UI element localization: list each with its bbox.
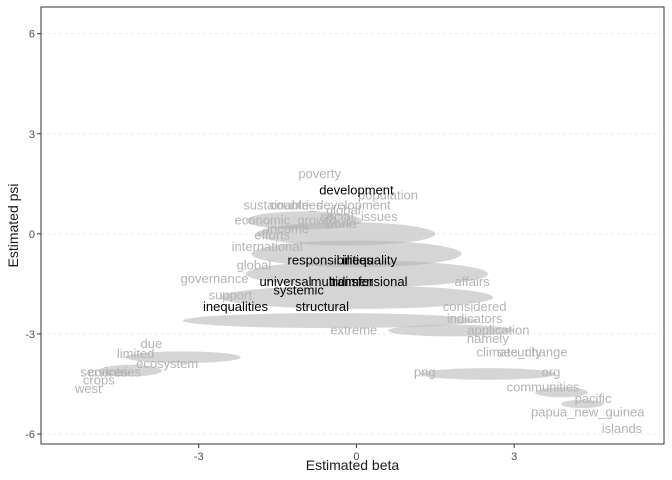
word-label: economic_growth <box>235 212 337 227</box>
highlighted-word-label: transfer <box>329 274 374 289</box>
panel-border <box>40 6 665 445</box>
y-axis-title: Estimated psi <box>5 183 21 267</box>
word-label: security <box>497 344 542 359</box>
word-label: countries <box>88 364 141 379</box>
word-label: international <box>232 239 303 254</box>
word-label: org <box>542 364 561 379</box>
word-label: population <box>358 187 418 202</box>
word-label: indicators <box>447 311 503 326</box>
word-cloud-band <box>98 211 604 409</box>
word-label: ecosystem <box>136 356 198 371</box>
word-label: services <box>80 364 128 379</box>
word-label: communities <box>507 379 580 394</box>
word-cluster <box>125 351 241 364</box>
word-label: global <box>237 258 272 273</box>
word-label: support <box>209 288 253 303</box>
x-axis-ticks: -3 0 3 <box>194 444 517 463</box>
y-tick-label: -6 <box>25 429 35 441</box>
word-cluster <box>219 285 494 309</box>
word-label: west <box>74 381 102 396</box>
word-label: governance <box>181 271 249 286</box>
word-label: extreme <box>330 323 377 338</box>
word-cluster <box>387 324 515 337</box>
word-label: islands <box>602 421 643 436</box>
word-label: world <box>324 216 356 231</box>
word-label: png <box>414 364 436 379</box>
highlighted-word-label: development <box>319 182 394 197</box>
word-label: efforts <box>254 228 290 243</box>
gridlines <box>41 33 664 435</box>
y-tick-label: 3 <box>29 129 35 141</box>
highlighted-word-label: inequality <box>342 253 397 268</box>
word-cluster <box>561 399 604 409</box>
word-cluster <box>419 368 557 380</box>
x-tick-label: -3 <box>194 451 204 463</box>
word-label: pacific <box>575 391 612 406</box>
word-label: climate_change <box>477 344 568 359</box>
background-words: poverty populationsustainable_development… <box>74 166 645 436</box>
word-label: application <box>467 323 529 338</box>
word-label: income <box>267 221 309 236</box>
word-cluster <box>256 222 436 246</box>
word-cluster <box>98 364 162 377</box>
word-label: sustainable_development <box>243 197 391 212</box>
word-label: limited <box>117 346 155 361</box>
highlighted-word-label: universal <box>259 274 311 289</box>
x-axis-title: Estimated beta <box>306 457 400 473</box>
highlighted-word-label: systemic <box>273 283 324 298</box>
highlighted-word-label: inequalities <box>203 299 269 314</box>
y-axis-ticks: -6 -3 0 3 6 <box>25 29 41 441</box>
word-label: poverty <box>298 166 341 181</box>
y-tick-label: 0 <box>29 229 35 241</box>
highlighted-word-label: structural <box>296 299 350 314</box>
word-cluster <box>246 260 488 288</box>
word-label: considered <box>443 299 507 314</box>
word-cluster <box>182 313 478 329</box>
x-tick-label: 0 <box>353 451 359 463</box>
word-label: papua_new_guinea <box>531 404 645 419</box>
highlighted-word-label: responsibilities <box>288 253 374 268</box>
word-label: countries <box>270 197 323 212</box>
highlighted-word-label: multidimensional <box>311 274 408 289</box>
word-label: namely <box>467 331 509 346</box>
y-tick-label: -3 <box>25 329 35 341</box>
word-label: affairs <box>455 274 491 289</box>
word-label: global <box>326 202 361 217</box>
word-label: crops <box>83 373 115 388</box>
word-cluster <box>535 387 588 398</box>
word-cluster <box>251 240 462 268</box>
word-label: social_issues <box>320 209 398 224</box>
x-tick-label: 3 <box>511 451 517 463</box>
word-label: due <box>141 336 163 351</box>
y-tick-label: 6 <box>29 29 35 41</box>
